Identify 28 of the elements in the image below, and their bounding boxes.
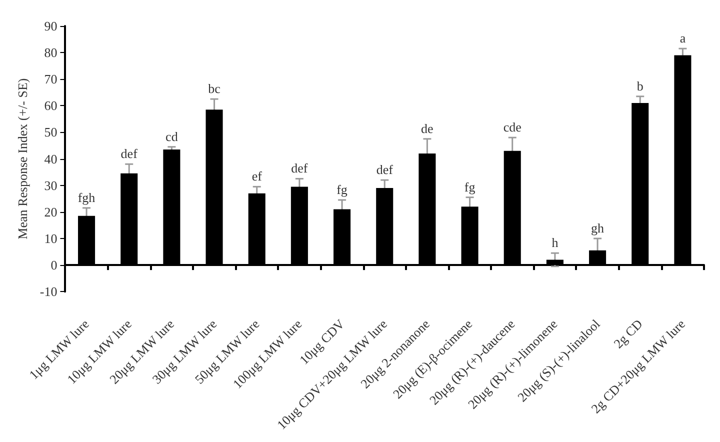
annotation: fgh xyxy=(78,190,96,205)
y-tick-label: 10 xyxy=(44,230,58,246)
y-axis-title: Mean Response Index (+/- SE) xyxy=(15,78,30,240)
annotation: def xyxy=(376,162,394,178)
annotation: a xyxy=(680,30,686,46)
annotation: cd xyxy=(166,128,178,144)
annotation: gh xyxy=(591,220,605,236)
y-tick-label: 70 xyxy=(44,72,58,87)
annotation: bc xyxy=(208,81,221,96)
y-tick-label: 40 xyxy=(44,151,58,166)
y-tick-label: 30 xyxy=(44,178,58,193)
y-tick-label: 60 xyxy=(44,98,58,114)
y-tick-label: 80 xyxy=(44,45,58,60)
annotation: de xyxy=(421,120,434,136)
y-tick-label: 0 xyxy=(50,258,58,273)
y-tick-label: 50 xyxy=(44,124,58,140)
annotation: fg xyxy=(464,179,476,194)
annotation: def xyxy=(120,146,138,162)
y-tick-label: 90 xyxy=(44,18,58,34)
annotation: ef xyxy=(252,168,263,184)
annotation: b xyxy=(636,78,644,94)
y-tick-label: -10 xyxy=(40,284,58,300)
y-tick-label: 20 xyxy=(44,204,58,220)
annotation: h xyxy=(552,235,559,250)
annotation: cde xyxy=(503,120,522,135)
x-tick-label: 2g CD xyxy=(610,316,646,352)
annotation: def xyxy=(291,160,308,176)
annotation: fg xyxy=(336,182,348,197)
